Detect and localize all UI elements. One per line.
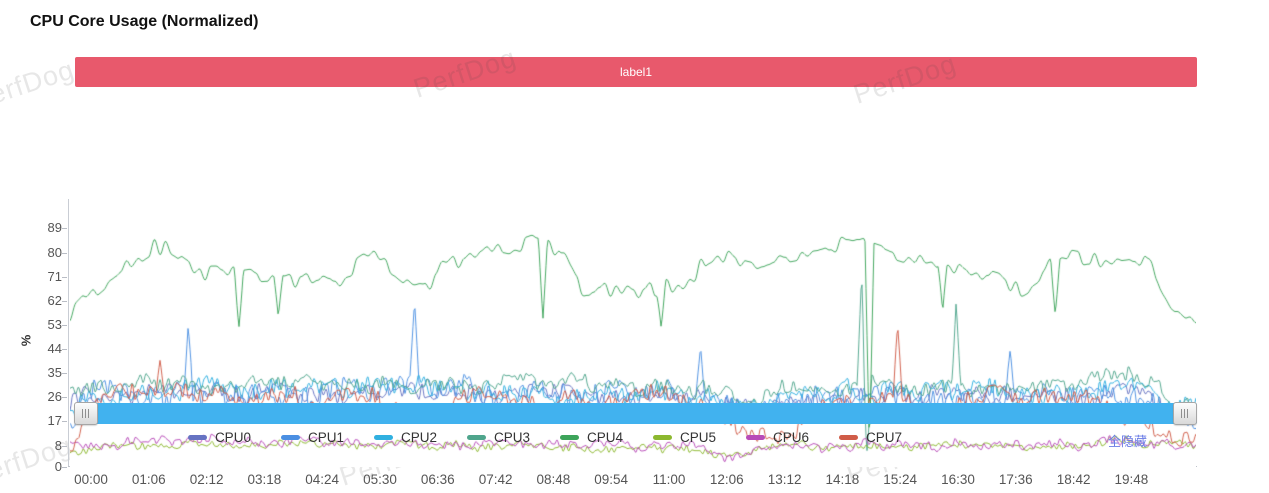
- legend-label: CPU6: [773, 430, 810, 445]
- x-tick-label: 16:30: [941, 472, 975, 487]
- legend-item-cpu6[interactable]: CPU6: [746, 430, 809, 445]
- legend-item-cpu0[interactable]: CPU0: [187, 430, 251, 445]
- legend-swatch-icon: [466, 435, 486, 440]
- grip-icon: [82, 409, 90, 418]
- x-tick-label: 04:24: [305, 472, 340, 487]
- legend-item-cpu4[interactable]: CPU4: [560, 430, 623, 445]
- x-tick-label: 09:54: [594, 472, 629, 487]
- y-tick-label: 53: [47, 316, 62, 332]
- x-tick-label: 08:48: [536, 472, 571, 487]
- chart-legend: CPU0 CPU1 CPU2 CPU3 CPU4 CPU5 CPU6 CPU7: [70, 430, 1020, 445]
- y-tick-label: 89: [47, 220, 62, 236]
- legend-item-cpu3[interactable]: CPU3: [466, 430, 530, 445]
- y-tick-mark: [62, 228, 67, 230]
- legend-swatch-icon: [560, 435, 579, 440]
- y-tick-mark: [62, 467, 67, 468]
- y-axis-line: [68, 199, 69, 467]
- legend-label: CPU1: [307, 430, 344, 445]
- x-tick-label: 01:06: [131, 472, 166, 487]
- legend-label: CPU4: [587, 430, 624, 445]
- legend-label: CPU0: [214, 430, 251, 445]
- y-tick-mark: [62, 276, 67, 278]
- legend-swatch-icon: [746, 435, 766, 440]
- y-tick-mark: [62, 373, 67, 375]
- scrollbar-left-handle[interactable]: [74, 402, 98, 425]
- y-tick-mark: [62, 397, 67, 399]
- legend-swatch-icon: [839, 435, 859, 440]
- y-tick-mark: [62, 349, 67, 351]
- chart-title: CPU Core Usage (Normalized): [30, 13, 259, 30]
- x-tick-label: 07:42: [478, 472, 513, 487]
- legend-swatch-icon: [653, 435, 673, 440]
- x-tick-label: 15:24: [883, 472, 918, 487]
- scrollbar-right-handle[interactable]: [1173, 402, 1197, 425]
- legend-item-cpu1[interactable]: CPU1: [280, 430, 344, 445]
- x-tick-label: 02:12: [189, 472, 224, 487]
- y-tick-mark: [62, 421, 67, 423]
- annotation-label-text: label1: [619, 65, 653, 79]
- x-tick-label: 12:06: [709, 472, 744, 487]
- legend-swatch-icon: [280, 435, 300, 440]
- y-tick-mark: [62, 252, 67, 254]
- y-tick-label: 71: [47, 268, 62, 284]
- cpu-usage-chart: % 0 8 17 26 35 44 53 62 71 80 89 00:00 01:06 02:12 03…: [0, 95, 1269, 487]
- y-tick-label: 44: [47, 341, 62, 357]
- y-tick-mark: [62, 324, 67, 326]
- x-tick-label: 11:00: [652, 472, 686, 487]
- hide-all-link[interactable]: 全隐藏: [1108, 434, 1148, 449]
- legend-item-cpu2[interactable]: CPU2: [373, 430, 437, 445]
- legend-label: CPU2: [400, 430, 437, 445]
- grip-icon: [1181, 409, 1189, 418]
- annotation-label-bar[interactable]: label1: [75, 57, 1197, 87]
- x-tick-label: 17:36: [998, 472, 1033, 487]
- y-tick-label: 26: [47, 389, 62, 405]
- y-tick-label: 35: [47, 365, 62, 381]
- chart-canvas[interactable]: [70, 199, 1196, 467]
- legend-item-cpu5[interactable]: CPU5: [653, 430, 716, 445]
- y-tick-mark: [62, 300, 67, 302]
- x-tick-label: 18:42: [1056, 472, 1091, 487]
- y-tick-label: 62: [47, 292, 62, 308]
- y-tick-mark: [62, 445, 67, 447]
- y-tick-label: 80: [47, 244, 62, 260]
- x-tick-label: 14:18: [825, 472, 860, 487]
- x-tick-label: 05:30: [363, 472, 397, 487]
- y-tick-label: 8: [54, 437, 62, 453]
- x-tick-label: 13:12: [767, 472, 802, 487]
- legend-swatch-icon: [187, 435, 207, 440]
- legend-swatch-icon: [373, 435, 393, 440]
- x-tick-label: 06:36: [420, 472, 455, 487]
- legend-item-cpu7[interactable]: CPU7: [839, 430, 902, 445]
- legend-label: CPU7: [866, 430, 903, 445]
- x-tick-label: 19:48: [1114, 472, 1149, 487]
- x-tick-label: 03:18: [247, 472, 282, 487]
- legend-label: CPU5: [680, 430, 717, 445]
- y-tick-label: 17: [47, 413, 62, 429]
- legend-label: CPU3: [493, 430, 530, 445]
- chart-range-scrollbar[interactable]: [75, 403, 1197, 424]
- x-tick-label: 00:00: [74, 472, 108, 487]
